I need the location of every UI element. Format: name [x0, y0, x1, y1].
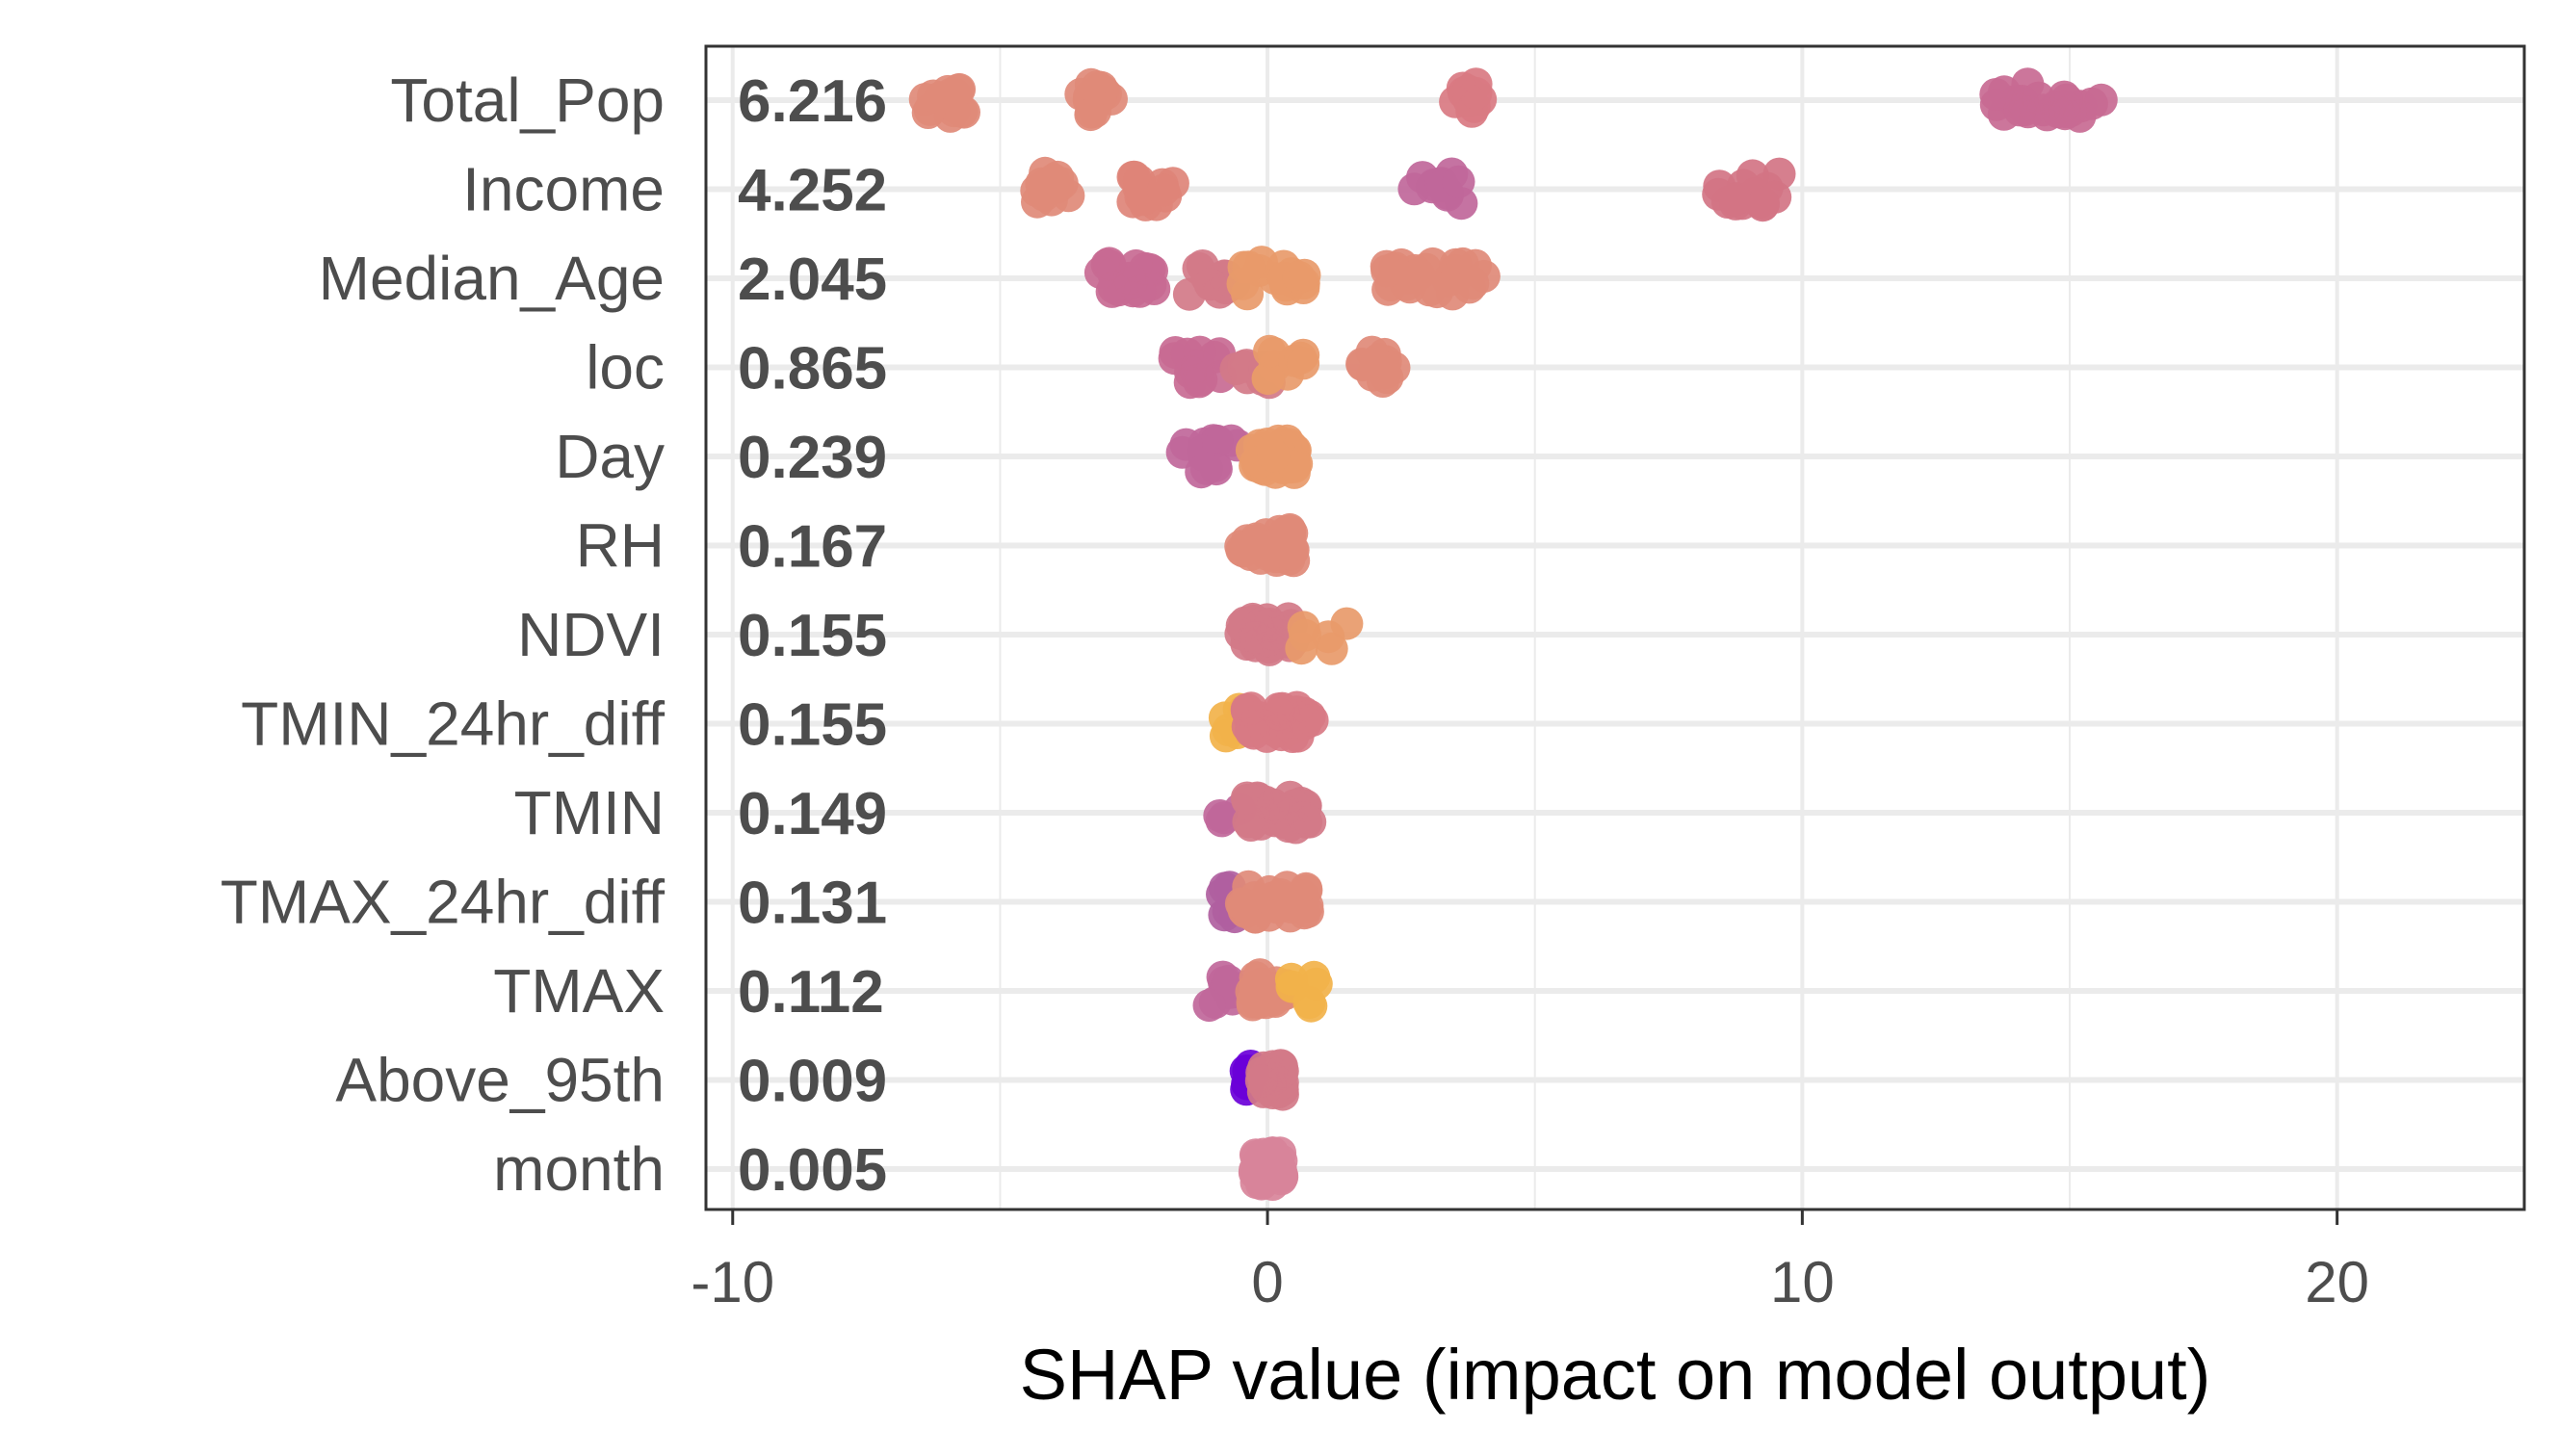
mean-abs-labels: 6.216 4.252 2.045 0.865 0.239 0.167 0.155 0.155… [738, 68, 887, 1204]
mean-abs-label: 0.155 [738, 603, 887, 669]
shap-point [1189, 452, 1223, 485]
mean-abs-label: 0.131 [738, 871, 887, 937]
mean-abs-label: 2.045 [738, 247, 887, 313]
feature-label: month [493, 1134, 665, 1204]
shap-point [1253, 334, 1286, 368]
shap-point [1247, 709, 1280, 742]
mean-abs-label: 0.865 [738, 336, 887, 403]
shap-point [943, 72, 977, 106]
x-tick-label: 0 [1251, 1250, 1283, 1314]
shap-point [1276, 720, 1310, 753]
shap-point [1224, 887, 1258, 921]
feature-label: Day [555, 422, 665, 491]
shap-point [1251, 537, 1284, 571]
shap-point [1235, 975, 1268, 1008]
shap-point [1251, 361, 1285, 395]
x-tick-label: -10 [691, 1250, 774, 1314]
feature-label: RH [576, 511, 665, 581]
shap-point [1074, 98, 1108, 132]
feature-label: TMIN_24hr_diff [241, 689, 665, 759]
shap-point [1265, 1144, 1298, 1178]
mean-abs-label: 0.149 [738, 781, 887, 847]
shap-point [2049, 97, 2082, 131]
shap-point [1230, 781, 1264, 815]
shap-point [1288, 258, 1321, 292]
mean-abs-label: 0.155 [738, 692, 887, 759]
x-axis-title: SHAP value (impact on model output) [1020, 1335, 2211, 1415]
x-tick-label: 20 [2305, 1250, 2369, 1314]
mean-abs-label: 0.009 [738, 1049, 887, 1115]
shap-point [1074, 67, 1108, 101]
shap-point [1442, 165, 1475, 198]
shap-point [1979, 78, 2013, 111]
shap-point [1312, 620, 1345, 654]
shap-point [1038, 169, 1072, 202]
plot-panel-background [706, 46, 2524, 1209]
feature-label: TMIN [514, 778, 665, 847]
mean-abs-label: 0.167 [738, 514, 887, 581]
shap-point [1292, 986, 1326, 1020]
shap-point [1119, 248, 1153, 282]
shap-point [1736, 159, 1769, 193]
shap-point [1287, 611, 1320, 644]
shap-point [1297, 960, 1331, 994]
shap-point [1356, 358, 1390, 392]
feature-label: TMAX [493, 956, 665, 1026]
x-tick-label: 10 [1770, 1250, 1835, 1314]
feature-label: NDVI [517, 600, 665, 669]
shap-point [1401, 258, 1435, 291]
shap-point [2005, 85, 2039, 117]
feature-label: Median_Age [319, 244, 665, 313]
shap-point [1208, 801, 1240, 835]
mean-abs-label: 0.112 [738, 959, 884, 1026]
shap-point [1192, 989, 1226, 1023]
shap-point [1370, 254, 1404, 288]
mean-abs-label: 4.252 [738, 158, 887, 224]
shap-point [1232, 250, 1266, 284]
shap-point [1287, 347, 1320, 380]
shap-point [1169, 428, 1203, 461]
feature-label: loc [586, 333, 665, 403]
x-axis: -10 0 10 20 [691, 1209, 2369, 1314]
shap-point [1185, 363, 1218, 397]
data-points [908, 67, 2118, 1201]
shap-point [1257, 439, 1291, 473]
feature-label: Above_95th [335, 1046, 665, 1115]
shap-point [1092, 247, 1126, 280]
mean-abs-label: 0.005 [738, 1137, 887, 1204]
grid-lines [706, 46, 2524, 1209]
shap-point [1459, 76, 1493, 110]
shap-point [1718, 183, 1752, 217]
shap-point [1183, 335, 1216, 369]
mean-abs-label: 6.216 [738, 68, 887, 135]
shap-point [1256, 788, 1290, 821]
feature-label: Income [462, 155, 665, 224]
feature-label: TMAX_24hr_diff [221, 868, 666, 937]
mean-abs-label: 0.239 [738, 425, 887, 491]
shap-point [1193, 268, 1227, 301]
shap-point [1456, 267, 1490, 300]
feature-label: Total_Pop [390, 65, 665, 135]
shap-point [1244, 1064, 1278, 1098]
plot-panel-frame [704, 44, 2526, 1211]
shap-point [1747, 187, 1781, 221]
shap-point [1240, 621, 1273, 655]
shap-point [1288, 897, 1321, 930]
shap-point [1293, 805, 1327, 839]
shap-point [1147, 173, 1180, 207]
